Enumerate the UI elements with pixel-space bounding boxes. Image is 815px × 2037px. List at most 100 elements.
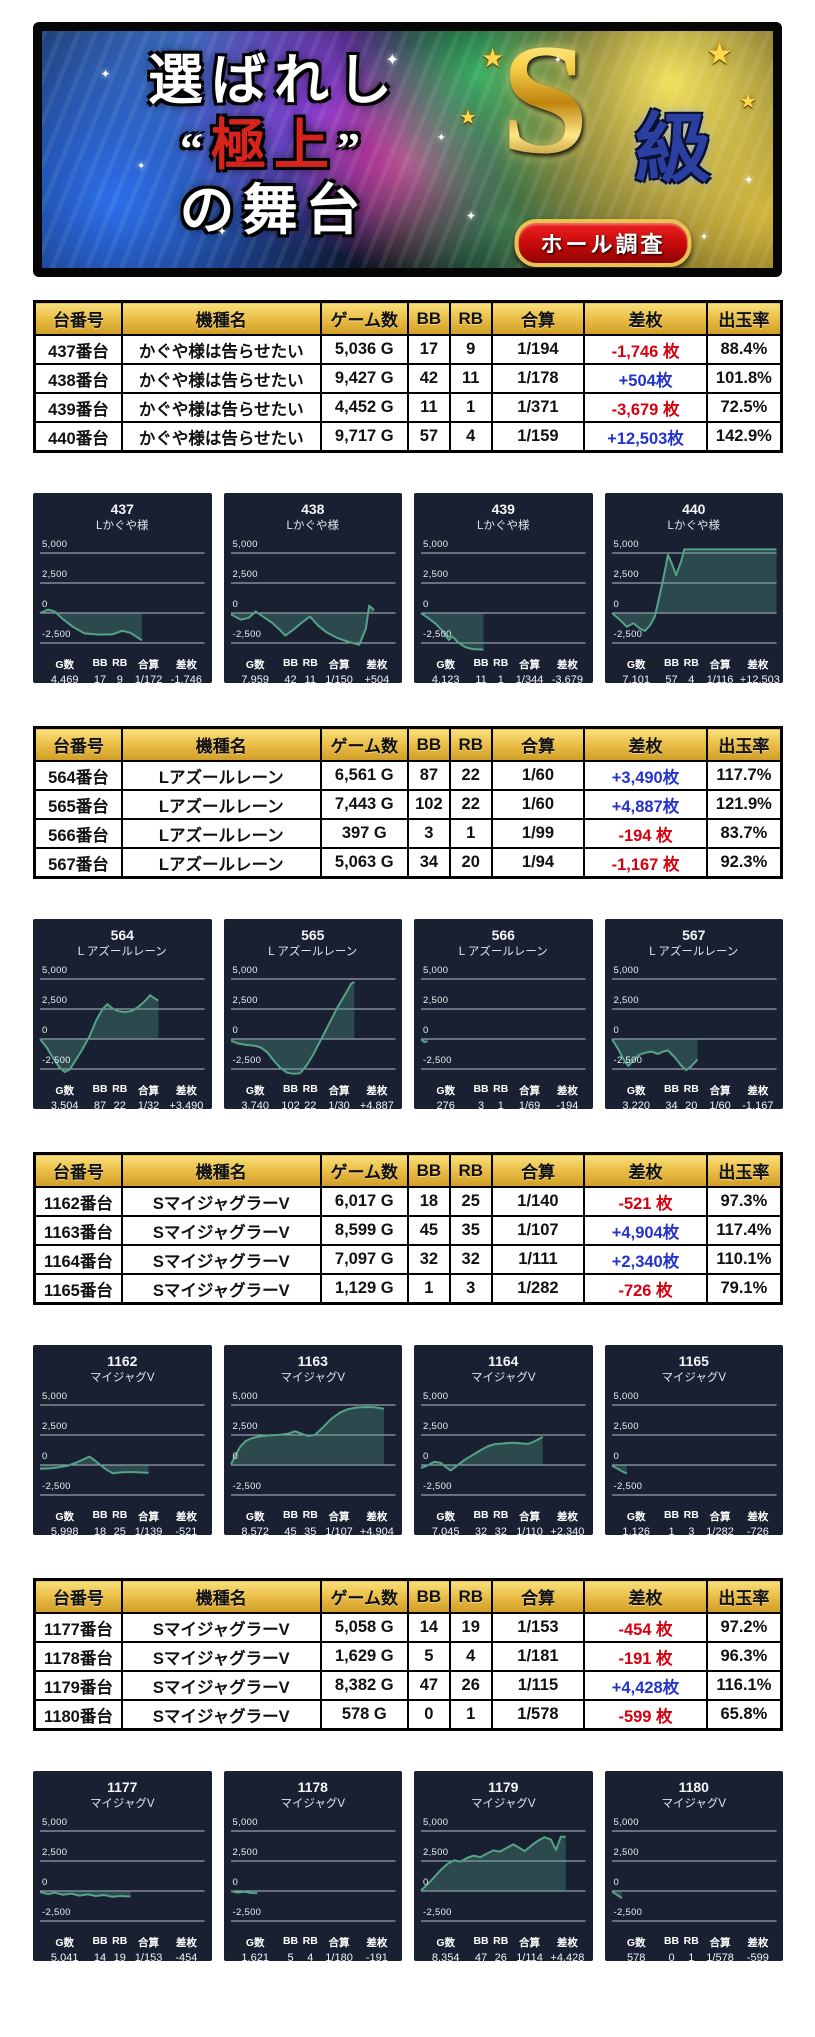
graph-stat-value: 1/578	[706, 1952, 734, 1965]
y-axis-label: 5,000	[423, 1391, 449, 1403]
y-axis-label: 2,500	[42, 1421, 68, 1433]
graph-stats: G数 BB RB 合算 差枚 5,041 14 19 1/153 -454	[40, 1935, 205, 1964]
graph-stats-values: 578 0 1 1/578 -599	[612, 1950, 777, 1964]
slump-graph-card: 438 Lかぐや様 5,000 2,500 0 -2,500 G数 BB RB 合算 差枚 7…	[223, 493, 402, 687]
bb-count-cell: 34	[406, 847, 451, 879]
slump-graph-card: 567 L アズールレーン 5,000 2,500 0 -2,500 G数 BB RB 合算…	[604, 919, 783, 1113]
machine-name-cell: SマイジャグラーV	[120, 1244, 322, 1275]
slump-chart: 5,000 2,500 0 -2,500	[612, 1813, 777, 1927]
column-header: BB	[406, 300, 451, 336]
combined-rate-cell: 1/159	[490, 421, 586, 453]
graph-stat-header: 合算	[519, 659, 541, 672]
column-header: 合算	[490, 300, 586, 336]
y-axis-label: -2,500	[232, 629, 262, 641]
graph-stat-value: -1,167	[742, 1100, 774, 1113]
graph-stat-value: -191	[365, 1952, 388, 1965]
games-cell: 7,097 G	[319, 1244, 409, 1275]
y-axis-label: 0	[42, 1877, 48, 1889]
graph-stats-values: 1,126 1 3 1/282 -726	[612, 1524, 777, 1538]
y-axis-label: 0	[42, 1025, 48, 1037]
star-icon: ★	[459, 107, 477, 129]
graph-stats: G数 BB RB 合算 差枚 8,572 45 35 1/107 +4,904	[231, 1509, 396, 1538]
slump-chart: 5,000 2,500 0 -2,500	[40, 535, 205, 649]
games-cell: 4,452 G	[319, 392, 409, 423]
graph-stats-headers: G数 BB RB 合算 差枚	[40, 1509, 205, 1524]
graph-stat-header: 合算	[709, 1511, 731, 1524]
y-axis-label: -2,500	[613, 1481, 643, 1493]
graph-machine-number: 440	[682, 501, 706, 517]
payout-rate-cell: 97.3%	[705, 1186, 783, 1217]
graph-stat-header: RB	[493, 1083, 509, 1096]
graph-stat-header: 合算	[328, 1085, 350, 1098]
graph-stat-header: RB	[683, 1083, 699, 1096]
graph-row: 1177 マイジャグV 5,000 2,500 0 -2,500 G数 BB RB 合算 差枚…	[33, 1771, 783, 1965]
games-cell: 6,017 G	[319, 1186, 409, 1217]
graph-stat-value: 1/344	[515, 674, 544, 687]
graph-stat-header: G数	[55, 1085, 74, 1098]
machine-row: 438番台 かぐや様は告らせたい 9,427 G 42 11 1/178 +504枚 101.…	[33, 363, 783, 394]
y-axis-label: 5,000	[423, 1817, 449, 1829]
slump-chart: 5,000 2,500 0 -2,500	[421, 1387, 586, 1501]
open-quote: “	[179, 122, 211, 174]
machine-name-cell: SマイジャグラーV	[120, 1186, 322, 1217]
column-header: 合算	[490, 726, 586, 762]
games-cell: 7,443 G	[319, 789, 409, 820]
combined-rate-cell: 1/371	[490, 392, 586, 423]
graph-stat-value: 5,998	[50, 1526, 79, 1539]
column-header: RB	[448, 726, 493, 762]
graph-stat-value: +2,340	[550, 1526, 585, 1539]
star-icon: ★	[481, 43, 505, 73]
column-header: 出玉率	[705, 1152, 783, 1188]
close-quote: ”	[337, 122, 368, 174]
column-header: BB	[406, 726, 451, 762]
column-header: 出玉率	[705, 1578, 783, 1614]
rb-count-cell: 4	[448, 421, 493, 453]
graph-stat-value: 1	[497, 674, 504, 687]
column-header: 合算	[490, 1152, 586, 1188]
y-axis-label: 5,000	[423, 539, 449, 551]
table-header-row: 台番号 機種名 ゲーム数 BB RB 合算 差枚 出玉率	[33, 1578, 783, 1614]
column-header: RB	[448, 300, 493, 336]
graph-machine-name: マイジャグV	[280, 1798, 346, 1811]
graph-stat-value: 102	[281, 1100, 300, 1113]
combined-rate-cell: 1/140	[490, 1186, 586, 1217]
graph-stat-value: 1/150	[325, 674, 353, 687]
machine-number-cell: 567番台	[33, 847, 123, 879]
machine-name-cell: Lアズールレーン	[120, 847, 322, 879]
combined-rate-cell: 1/99	[490, 818, 586, 849]
y-axis-label: 2,500	[613, 995, 639, 1007]
graph-stats: G数 BB RB 合算 差枚 3,504 87 22 1/32 +3,490	[40, 1083, 205, 1112]
graph-stat-value: +3,490	[169, 1100, 204, 1113]
graph-machine-name: Lかぐや様	[286, 520, 339, 533]
machine-section: 台番号 機種名 ゲーム数 BB RB 合算 差枚 出玉率 564番台 Lアズールレーン 6,561…	[33, 726, 783, 1113]
column-header: BB	[406, 1578, 451, 1614]
machine-name-cell: SマイジャグラーV	[120, 1670, 322, 1701]
graph-stats: G数 BB RB 合算 差枚 578 0 1 1/578 -599	[612, 1935, 777, 1964]
graph-stats-headers: G数 BB RB 合算 差枚	[421, 1509, 586, 1524]
graph-row: 1162 マイジャグV 5,000 2,500 0 -2,500 G数 BB RB 合算 差枚…	[33, 1345, 783, 1539]
y-axis-label: 5,000	[423, 965, 449, 977]
column-header: RB	[448, 1152, 493, 1188]
graph-stats: G数 BB RB 合算 差枚 276 3 1 1/69 -194	[421, 1083, 586, 1112]
graph-stat-header: 合算	[138, 1937, 160, 1950]
rb-count-cell: 22	[448, 789, 493, 820]
slump-graph-card: 565 L アズールレーン 5,000 2,500 0 -2,500 G数 BB RB 合算…	[223, 919, 402, 1113]
slump-chart: 5,000 2,500 0 -2,500	[231, 1387, 396, 1501]
y-axis-label: 2,500	[613, 1421, 639, 1433]
bb-count-cell: 0	[406, 1699, 451, 1731]
y-axis-label: 2,500	[42, 995, 68, 1007]
y-axis-label: 2,500	[232, 1421, 258, 1433]
graph-stat-value: +4,887	[359, 1100, 394, 1113]
y-axis-label: -2,500	[613, 1055, 643, 1067]
graph-stats-headers: G数 BB RB 合算 差枚	[612, 1509, 777, 1524]
payout-rate-cell: 142.9%	[705, 421, 783, 453]
machine-row: 567番台 Lアズールレーン 5,063 G 34 20 1/94 -1,167 枚 92.3…	[33, 847, 783, 879]
column-header: 差枚	[583, 1578, 708, 1614]
graph-stat-value: 4,123	[431, 674, 460, 687]
graph-stat-header: 差枚	[556, 1085, 578, 1098]
graph-stat-header: BB	[473, 1935, 489, 1948]
graph-stat-header: 差枚	[175, 1085, 197, 1098]
y-axis-label: 0	[613, 1877, 620, 1889]
graph-stat-value: 578	[626, 1952, 646, 1965]
y-axis-label: 2,500	[232, 569, 258, 581]
